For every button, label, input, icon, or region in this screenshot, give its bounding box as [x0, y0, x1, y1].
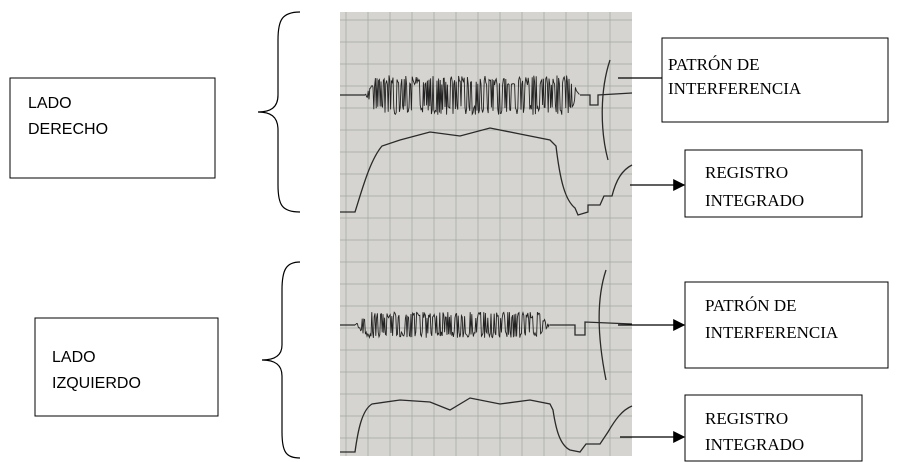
left-integrated-label: REGISTRO INTEGRADO: [684, 394, 863, 462]
right-integrated-label: REGISTRO INTEGRADO: [684, 149, 863, 218]
baseline-left: [340, 321, 633, 336]
artifact-right: [601, 59, 611, 161]
label-line: IZQUIERDO: [52, 375, 141, 392]
left-interference-label: PATRÓN DE INTERFERENCIA: [684, 281, 889, 369]
label-line: INTERFERENCIA: [668, 79, 802, 98]
label-box: [684, 394, 863, 462]
integrated-trace-left: [340, 397, 633, 453]
interference-bursts: [354, 75, 580, 339]
label-line: PATRÓN DE: [705, 296, 796, 315]
label-line: PATRÓN DE: [668, 55, 759, 74]
label-line: REGISTRO: [705, 163, 788, 182]
label-box: [34, 317, 219, 417]
emg-photo: [340, 12, 633, 456]
label-line: INTERFERENCIA: [705, 323, 839, 342]
interference-burst: [364, 75, 580, 116]
label-line: INTEGRADO: [705, 435, 804, 454]
integrated-trace-right: [340, 127, 633, 216]
label-line: DERECHO: [28, 121, 108, 138]
right-side-label: LADO DERECHO: [9, 77, 216, 179]
label-box: [661, 37, 889, 123]
right-interference-label: PATRÓN DE INTERFERENCIA: [661, 37, 889, 123]
label-line: INTEGRADO: [705, 191, 804, 210]
label-line: LADO: [28, 95, 72, 112]
artifact-left: [598, 269, 607, 381]
left-side-label: LADO IZQUIERDO: [34, 317, 219, 417]
interference-burst: [354, 311, 550, 339]
label-box: [684, 149, 863, 218]
label-line: REGISTRO: [705, 409, 788, 428]
brace-left: [261, 261, 301, 459]
label-line: LADO: [52, 349, 96, 366]
label-box: [9, 77, 216, 179]
label-box: [684, 281, 889, 369]
brace-right: [257, 11, 301, 213]
